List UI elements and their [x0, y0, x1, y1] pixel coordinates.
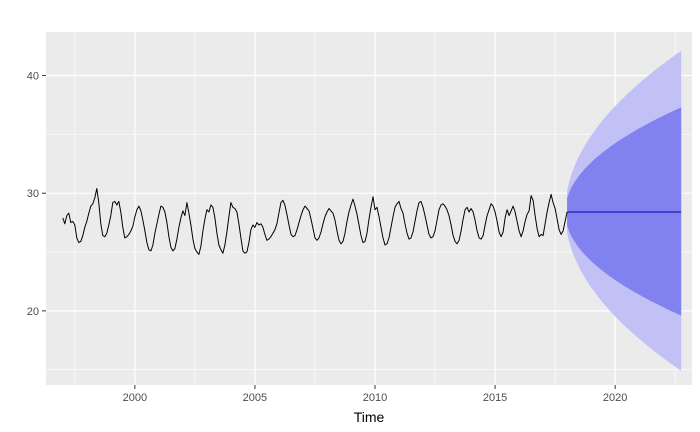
x-tick-label-0: 2000 [123, 392, 147, 404]
series-layer [62, 188, 682, 255]
y-tick-label-1: 30 [27, 188, 39, 200]
y-tick-label-2: 40 [27, 71, 39, 83]
x-tick-label-2: 2010 [363, 392, 387, 404]
observed-series-line [62, 188, 568, 255]
x-axis-title: Time [354, 409, 385, 425]
interval-80-layer [567, 107, 682, 316]
forecast-interval-80 [567, 107, 682, 316]
y-tick-label-0: 20 [27, 306, 39, 318]
y-tick-labels: 20 30 40 [27, 71, 39, 318]
axis-ticks [42, 75, 616, 389]
x-tick-label-1: 2005 [243, 392, 267, 404]
x-tick-label-4: 2020 [603, 392, 627, 404]
x-tick-labels: 2000 2005 2010 2015 2020 [123, 392, 628, 404]
x-tick-label-3: 2015 [483, 392, 507, 404]
